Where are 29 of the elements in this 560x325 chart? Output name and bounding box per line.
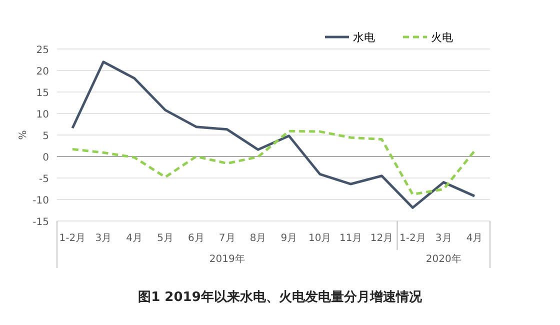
y-tick-label: -5 [39,174,49,185]
x-tick-label: 10月 [308,233,332,244]
x-tick-label: 11月 [339,233,362,244]
legend-label: 水电 [353,31,375,44]
y-tick-label: -10 [32,196,49,206]
y-tick-label: 20 [36,66,49,78]
y-tick-label: 5 [42,131,49,142]
x-tick-label: 3月 [95,233,112,244]
x-tick-label: 6月 [188,233,204,244]
y-tick-label: 15 [36,88,49,99]
text: 2019年 [209,253,245,265]
y-tick-label: 25 [36,45,49,56]
x-tick-label: 4月 [466,233,483,244]
legend-label: 火电 [431,31,453,44]
x-tick-label: 9月 [280,233,298,244]
text: 2020年 [426,253,462,265]
y-tick-label: 10 [36,110,49,120]
x-tick-label: 8月 [250,233,266,244]
y-tick-label: -15 [32,217,49,228]
y-axis-title: % [18,130,29,140]
x-tick-label: 1-2月 [400,233,426,244]
x-tick-label: 1-2月 [59,233,86,244]
x-tick-label: 3月 [435,233,452,244]
y-tick-label: 0 [42,152,49,164]
x-tick-label: 4月 [126,233,143,244]
text: 图1 2019年以来水电、火电发电量分月增速情况 [138,290,423,305]
x-tick-label: 7月 [218,233,236,244]
x-tick-label: 12月 [370,233,394,244]
x-tick-label: 5月 [157,233,174,244]
